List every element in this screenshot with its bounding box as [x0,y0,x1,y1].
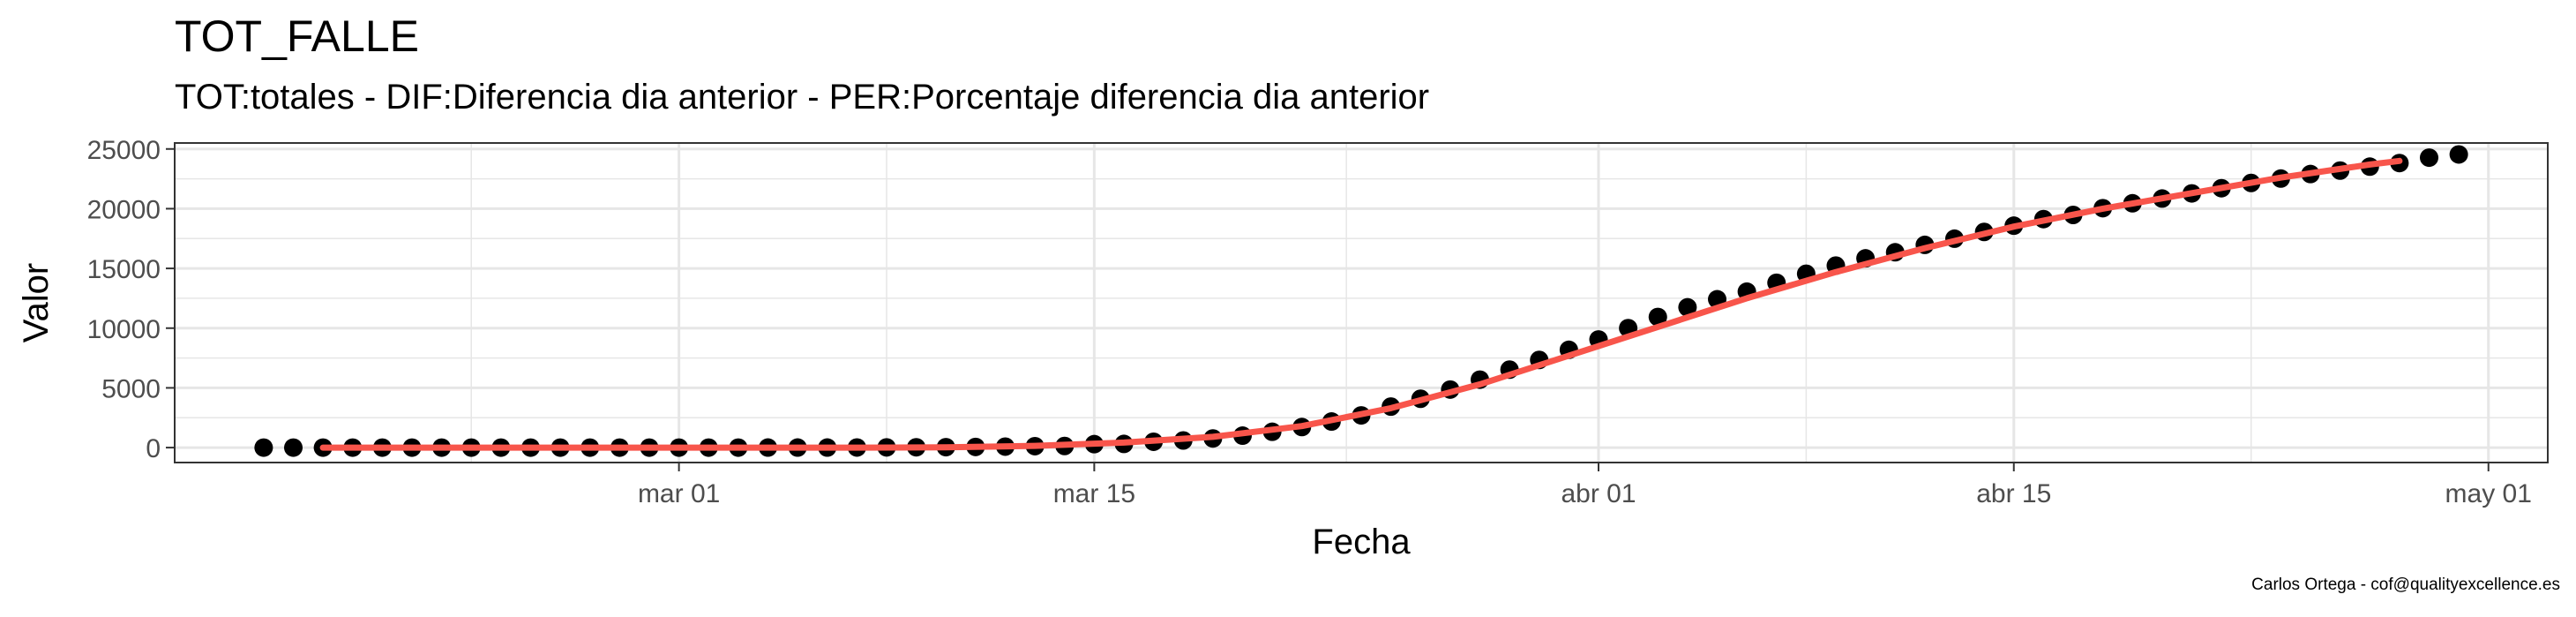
y-tick-label: 10000 [87,315,161,344]
major-gridlines [175,143,2548,463]
x-tick-label: abr 15 [1976,479,2051,508]
x-tick-label: may 01 [2445,479,2532,508]
x-axis-label: Fecha [1312,523,1411,561]
data-point [2449,145,2468,164]
x-tick-label: mar 01 [638,479,720,508]
data-point [284,438,303,457]
y-tick-label: 0 [146,434,161,463]
y-tick-label: 15000 [87,255,161,284]
data-point [254,438,273,457]
data-points [254,145,2468,457]
x-tick-label: abr 01 [1561,479,1636,508]
trend-line [319,157,2403,451]
x-axis-ticks: mar 01 mar 15 abr 01 abr 15 may 01 [638,463,2532,508]
data-point [1678,297,1697,317]
chart-subtitle: TOT:totales - DIF:Diferencia dia anterio… [175,78,1430,117]
y-tick-label: 20000 [87,195,161,224]
y-tick-label: 5000 [101,374,161,403]
chart-title: TOT_FALLE [175,11,419,61]
y-axis-ticks: 0 5000 10000 15000 20000 25000 [87,136,175,463]
y-tick-label: 25000 [87,136,161,165]
trend-line-group [319,157,2403,451]
minor-gridlines [175,143,2548,463]
x-tick-label: mar 15 [1053,479,1135,508]
author-caption: Carlos Ortega - cof@qualityexcellence.es [2251,576,2560,594]
data-point [2420,148,2438,168]
y-axis-label: Valor [17,263,56,342]
data-point [1648,307,1667,327]
panel-border [174,142,2549,463]
